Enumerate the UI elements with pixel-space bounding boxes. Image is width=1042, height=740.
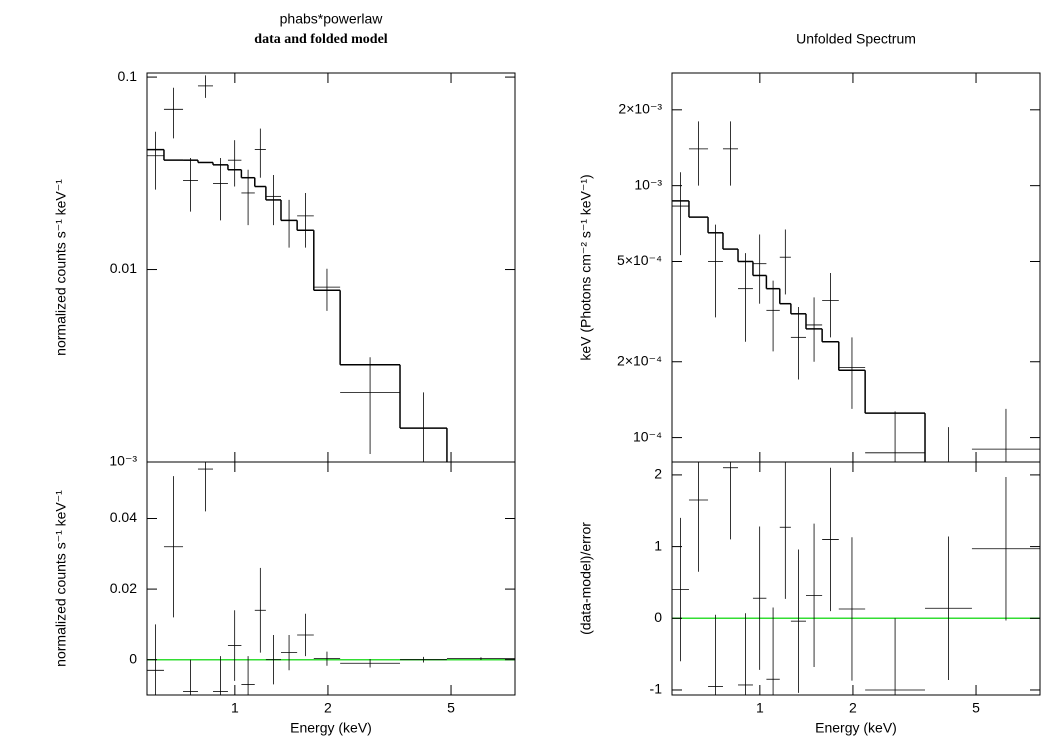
plot-area	[672, 462, 1040, 695]
y-tick-label: 5×10⁻⁴	[617, 252, 662, 268]
y-tick-label: -1	[650, 681, 663, 697]
panel-frame	[671, 72, 1041, 463]
plot-area	[147, 75, 448, 462]
y-axis-label: normalized counts s⁻¹ keV⁻¹	[53, 490, 69, 667]
y-tick-label: 0.1	[118, 68, 138, 84]
y-axis-label: normalized counts s⁻¹ keV⁻¹	[53, 179, 69, 356]
y-tick-label: 10⁻³	[109, 453, 137, 469]
x-tick-label: 5	[972, 700, 980, 716]
chart-title: Unfolded Spectrum	[796, 31, 916, 47]
panel-frame	[146, 461, 516, 696]
x-tick-label: 2	[324, 700, 332, 716]
y-tick-label: 2×10⁻³	[618, 101, 662, 117]
plot-area	[672, 121, 1040, 462]
panel-frame	[671, 461, 1041, 696]
y-axis-label: (data-model)/error	[578, 522, 594, 635]
y-tick-label: 10⁻⁴	[633, 428, 662, 444]
y-axis-label: keV (Photons cm⁻² s⁻¹ keV⁻¹)	[578, 174, 594, 360]
plot-area	[147, 462, 515, 695]
y-tick-label: 0	[654, 609, 662, 625]
panel-frame	[146, 72, 516, 463]
x-tick-label: 1	[231, 700, 239, 716]
y-tick-label: 0.01	[110, 260, 137, 276]
chart-title: phabs*powerlaw	[280, 11, 384, 27]
y-tick-label: 2	[654, 466, 662, 482]
chart-subtitle: data and folded model	[254, 32, 388, 47]
y-tick-label: 0.04	[110, 509, 137, 525]
y-tick-label: 2×10⁻⁴	[617, 352, 662, 368]
x-tick-label: 1	[756, 700, 764, 716]
x-tick-label: 5	[447, 700, 455, 716]
x-tick-label: 2	[849, 700, 857, 716]
y-tick-label: 10⁻³	[634, 176, 662, 192]
x-axis-label: Energy (keV)	[290, 720, 372, 736]
y-tick-label: 0	[129, 650, 137, 666]
y-tick-label: 0.02	[110, 580, 137, 596]
y-tick-label: 1	[654, 537, 662, 553]
x-axis-label: Energy (keV)	[815, 720, 897, 736]
